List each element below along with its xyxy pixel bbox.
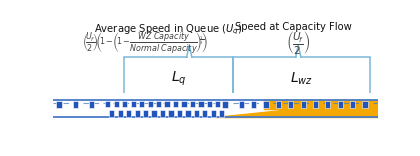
Bar bbox=[73, 101, 78, 108]
Bar bbox=[219, 110, 224, 117]
Bar bbox=[338, 101, 343, 108]
Bar bbox=[122, 101, 127, 107]
Bar bbox=[211, 110, 216, 117]
Bar bbox=[134, 110, 140, 117]
Bar bbox=[114, 101, 119, 107]
Bar bbox=[313, 101, 318, 108]
Bar bbox=[288, 101, 294, 108]
Bar bbox=[160, 110, 165, 117]
Polygon shape bbox=[215, 100, 378, 117]
Text: $\left(\!\dfrac{U_{\!f}}{2}\!\right)\!\!\left(\!1\!-\!\left(\!1\!-\!\dfrac{\math: $\left(\!\dfrac{U_{\!f}}{2}\!\right)\!\!… bbox=[82, 30, 208, 55]
Bar bbox=[263, 101, 269, 108]
Text: $\left(\dfrac{U_{\!f}}{2}\right)$: $\left(\dfrac{U_{\!f}}{2}\right)$ bbox=[286, 29, 310, 56]
Bar bbox=[177, 110, 182, 117]
Bar bbox=[215, 101, 220, 107]
Bar bbox=[325, 101, 331, 108]
Text: Speed at Capacity Flow: Speed at Capacity Flow bbox=[235, 22, 352, 32]
Bar bbox=[190, 101, 195, 107]
Bar bbox=[126, 110, 131, 117]
Bar bbox=[156, 101, 161, 107]
Bar bbox=[109, 110, 114, 117]
Bar bbox=[105, 101, 110, 107]
Bar bbox=[185, 110, 191, 117]
Text: Average Speed in Queue ($U_q$): Average Speed in Queue ($U_q$) bbox=[94, 22, 242, 37]
Text: $L_{wz}$: $L_{wz}$ bbox=[290, 71, 313, 87]
Bar bbox=[362, 101, 368, 108]
Bar bbox=[251, 101, 256, 108]
Bar bbox=[173, 101, 178, 107]
Bar bbox=[301, 101, 306, 108]
Polygon shape bbox=[264, 100, 378, 109]
Bar bbox=[350, 101, 355, 108]
Bar bbox=[143, 110, 148, 117]
Bar bbox=[168, 110, 173, 117]
Bar bbox=[165, 101, 170, 107]
Bar bbox=[147, 101, 153, 107]
Bar bbox=[276, 101, 281, 108]
Bar bbox=[118, 110, 123, 117]
Text: $L_q$: $L_q$ bbox=[171, 70, 186, 88]
Bar bbox=[139, 101, 144, 107]
Bar bbox=[181, 101, 186, 107]
Bar bbox=[194, 110, 199, 117]
Bar bbox=[198, 101, 204, 107]
Bar bbox=[131, 101, 136, 107]
Bar bbox=[223, 101, 228, 108]
Bar bbox=[239, 101, 244, 108]
Bar bbox=[152, 110, 157, 117]
Bar bbox=[89, 101, 94, 108]
Bar bbox=[202, 110, 207, 117]
Bar bbox=[207, 101, 212, 107]
Bar bbox=[56, 101, 62, 108]
